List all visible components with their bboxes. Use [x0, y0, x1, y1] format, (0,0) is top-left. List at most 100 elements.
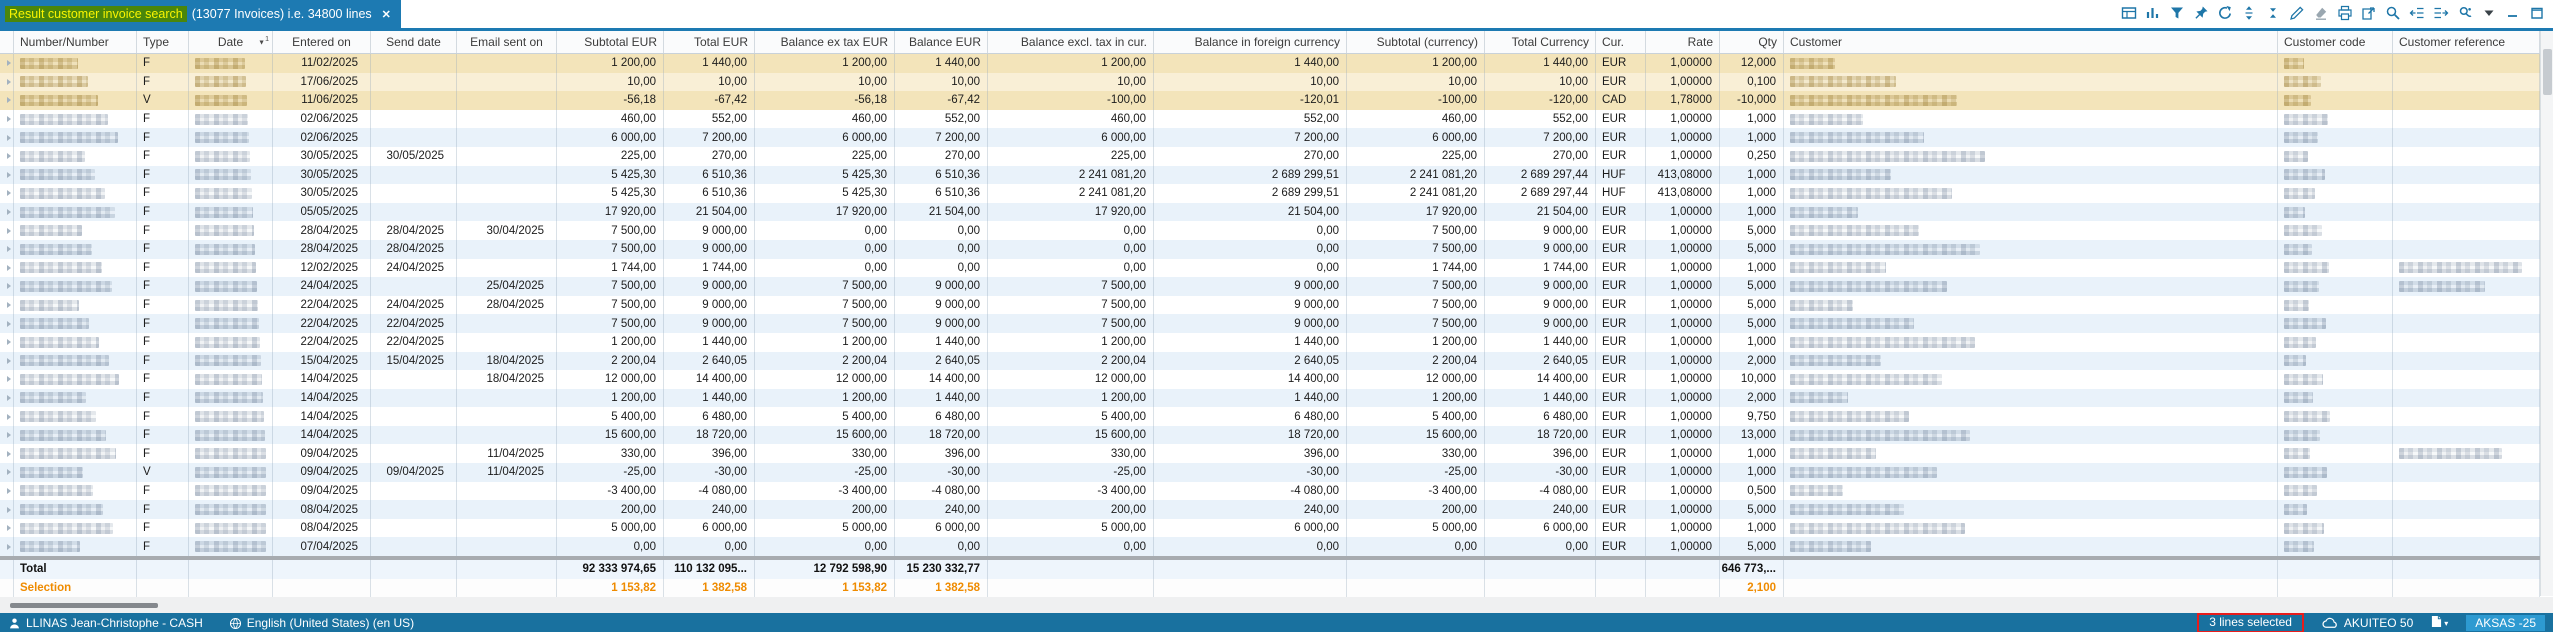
table-row[interactable]: F 14/04/2025 15 600,00 18 720,00 15 600,00 18… [0, 425, 2540, 445]
document-menu-button[interactable]: ▾ [2431, 615, 2448, 631]
refresh-icon[interactable] [2217, 5, 2233, 21]
row-expander-icon[interactable] [7, 487, 11, 494]
table-row[interactable]: F 07/04/2025 0,00 0,00 0,00 0,00 0,00 0,00 0,00 0… [0, 537, 2540, 557]
table-row[interactable]: F 30/05/2025 30/05/2025 225,00 270,00 225,00 2… [0, 146, 2540, 166]
row-expander-icon[interactable] [7, 264, 11, 271]
row-expander-icon[interactable] [7, 227, 11, 234]
table-row[interactable]: F 14/04/2025 5 400,00 6 480,00 5 400,00 6 480… [0, 407, 2540, 426]
row-expander-icon[interactable] [7, 97, 11, 104]
indent-right-icon[interactable] [2433, 5, 2449, 21]
column-header-cur[interactable]: Cur. [1596, 31, 1646, 53]
row-expander-icon[interactable] [7, 60, 11, 67]
column-header-date[interactable]: Date ▼1 [189, 31, 273, 53]
pin-icon[interactable] [2193, 5, 2209, 21]
column-header-send-date[interactable]: Send date [371, 31, 457, 53]
table-view-icon[interactable] [2121, 5, 2137, 21]
eraser-icon[interactable] [2313, 5, 2329, 21]
indent-left-icon[interactable] [2409, 5, 2425, 21]
column-header-number[interactable]: Number/Number [14, 31, 137, 53]
table-row[interactable]: F 14/04/2025 1 200,00 1 440,00 1 200,00 1 440… [0, 388, 2540, 408]
table-row[interactable]: F 11/02/2025 1 200,00 1 440,00 1 200,00 1 440… [0, 54, 2540, 73]
column-header-entered-on[interactable]: Entered on [273, 31, 371, 53]
collapse-rows-icon[interactable] [2265, 5, 2281, 21]
table-row[interactable]: F 02/06/2025 460,00 552,00 460,00 552,00 460,0… [0, 109, 2540, 129]
table-row[interactable]: F 14/04/2025 18/04/2025 12 000,00 14 400,00 1… [0, 370, 2540, 389]
table-row[interactable]: F 12/02/2025 24/04/2025 1 744,00 1 744,00 0,0… [0, 258, 2540, 278]
row-expander-icon[interactable] [7, 432, 11, 439]
column-header-balance-eur[interactable]: Balance EUR [895, 31, 988, 53]
column-header-balance-ex-tax-eur[interactable]: Balance ex tax EUR [755, 31, 895, 53]
row-expander-icon[interactable] [7, 78, 11, 85]
row-expander-icon[interactable] [7, 283, 11, 290]
table-row[interactable]: V 09/04/2025 09/04/2025 11/04/2025 -25,00 -30… [0, 463, 2540, 482]
filter-icon[interactable] [2169, 5, 2185, 21]
column-header-customer-code[interactable]: Customer code [2278, 31, 2393, 53]
row-expander-icon[interactable] [7, 525, 11, 532]
row-expander-icon[interactable] [7, 171, 11, 178]
row-expander-icon[interactable] [7, 209, 11, 216]
row-expander-icon[interactable] [7, 376, 11, 383]
row-expander-icon[interactable] [7, 302, 11, 309]
row-expander-icon[interactable] [7, 357, 11, 364]
edit-icon[interactable] [2289, 5, 2305, 21]
column-header-total-eur[interactable]: Total EUR [664, 31, 755, 53]
row-expander-icon[interactable] [7, 153, 11, 160]
minimize-icon[interactable] [2505, 5, 2521, 21]
locale-selector[interactable]: English (United States) (en US) [229, 616, 414, 630]
table-row[interactable]: F 30/05/2025 5 425,30 6 510,36 5 425,30 6 510… [0, 184, 2540, 203]
table-row[interactable]: F 28/04/2025 28/04/2025 7 500,00 9 000,00 0,0… [0, 239, 2540, 259]
row-expander-icon[interactable] [7, 413, 11, 420]
column-header-qty[interactable]: Qty [1720, 31, 1784, 53]
expand-rows-icon[interactable] [2241, 5, 2257, 21]
row-expander-icon[interactable] [7, 190, 11, 197]
row-expander-icon[interactable] [7, 450, 11, 457]
table-row[interactable]: F 05/05/2025 17 920,00 21 504,00 17 920,00 21… [0, 202, 2540, 222]
bar-chart-icon[interactable] [2145, 5, 2161, 21]
close-icon[interactable]: ✕ [381, 8, 391, 21]
table-row[interactable]: F 02/06/2025 6 000,00 7 200,00 6 000,00 7 200… [0, 128, 2540, 147]
maximize-icon[interactable] [2529, 5, 2545, 21]
column-header-rate[interactable]: Rate [1646, 31, 1720, 53]
table-row[interactable]: F 09/04/2025 11/04/2025 330,00 396,00 330,00 3… [0, 444, 2540, 464]
table-row[interactable]: V 11/06/2025 -56,18 -67,42 -56,18 -67,42 -100,… [0, 91, 2540, 110]
search-icon[interactable] [2385, 5, 2401, 21]
column-header-subtotal-eur[interactable]: Subtotal EUR [557, 31, 664, 53]
table-row[interactable]: F 15/04/2025 15/04/2025 18/04/2025 2 200,04 2… [0, 351, 2540, 371]
column-header-balance-foreign[interactable]: Balance in foreign currency [1154, 31, 1347, 53]
row-expander-icon[interactable] [7, 116, 11, 123]
row-expander-icon[interactable] [7, 339, 11, 346]
table-row[interactable]: F 28/04/2025 28/04/2025 30/04/2025 7 500,00 9… [0, 221, 2540, 240]
row-expander-icon[interactable] [7, 394, 11, 401]
vertical-scrollbar[interactable] [2540, 31, 2553, 596]
table-row[interactable]: F 22/04/2025 22/04/2025 1 200,00 1 440,00 1 2… [0, 332, 2540, 352]
column-header-email-sent-on[interactable]: Email sent on [457, 31, 557, 53]
table-row[interactable]: F 09/04/2025 -3 400,00 -4 080,00 -3 400,00 -4… [0, 481, 2540, 501]
row-expander-icon[interactable] [7, 543, 11, 550]
column-header-total-currency[interactable]: Total Currency [1485, 31, 1596, 53]
table-row[interactable]: F 08/04/2025 5 000,00 6 000,00 5 000,00 6 000… [0, 518, 2540, 538]
vertical-scrollbar-thumb[interactable] [2543, 49, 2552, 95]
column-header-balance-excl-tax-cur[interactable]: Balance excl. tax in cur. [988, 31, 1154, 53]
table-row[interactable]: F 17/06/2025 10,00 10,00 10,00 10,00 10,00 10,0… [0, 72, 2540, 92]
horizontal-scrollbar[interactable] [0, 597, 2553, 614]
horizontal-scrollbar-thumb[interactable] [10, 603, 158, 609]
row-expander-icon[interactable] [7, 320, 11, 327]
row-expander-icon[interactable] [7, 246, 11, 253]
dropdown-arrow-icon[interactable] [2481, 5, 2497, 21]
table-row[interactable]: F 08/04/2025 200,00 240,00 200,00 240,00 200,0… [0, 500, 2540, 519]
print-icon[interactable] [2337, 5, 2353, 21]
column-header-subtotal-currency[interactable]: Subtotal (currency) [1347, 31, 1485, 53]
row-expander-icon[interactable] [7, 134, 11, 141]
row-expander-icon[interactable] [7, 469, 11, 476]
export-icon[interactable] [2361, 5, 2377, 21]
column-header-type[interactable]: Type [137, 31, 189, 53]
tab-result-customer-invoice-search[interactable]: Result customer invoice search (13077 In… [0, 0, 401, 28]
table-row[interactable]: F 24/04/2025 25/04/2025 7 500,00 9 000,00 7 5… [0, 277, 2540, 296]
column-header-customer-reference[interactable]: Customer reference [2393, 31, 2540, 53]
row-expander-icon[interactable] [7, 506, 11, 513]
table-row[interactable]: F 22/04/2025 22/04/2025 7 500,00 9 000,00 7 5… [0, 314, 2540, 333]
table-row[interactable]: F 22/04/2025 24/04/2025 28/04/2025 7 500,00 9… [0, 295, 2540, 315]
column-header-customer[interactable]: Customer [1784, 31, 2278, 53]
table-row[interactable]: F 30/05/2025 5 425,30 6 510,36 5 425,30 6 510… [0, 165, 2540, 185]
settings-icon[interactable] [2457, 5, 2473, 21]
